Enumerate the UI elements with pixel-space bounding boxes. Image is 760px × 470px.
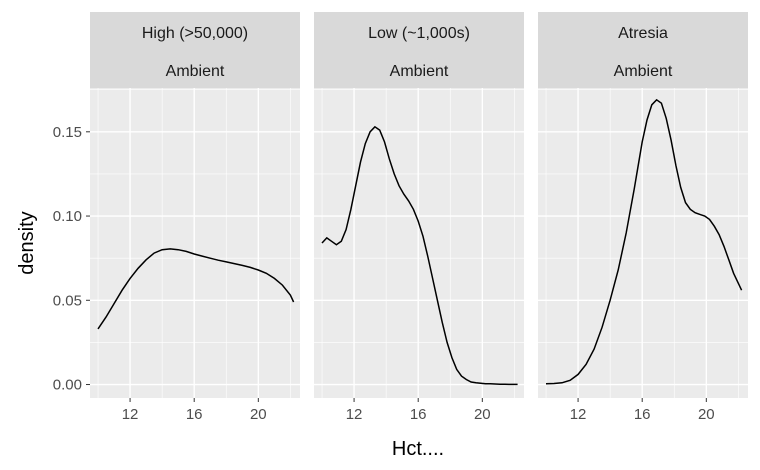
density-curve — [321, 125, 518, 386]
panel-background — [90, 88, 300, 398]
x-tick-label: 16 — [410, 406, 427, 423]
panel-background — [314, 88, 524, 398]
y-axis: 0.00 0.05 0.10 0.15 — [53, 124, 90, 394]
y-tick-label: 0.05 — [53, 292, 82, 309]
x-tick-label: 12 — [570, 406, 587, 423]
y-tick-label: 0.15 — [53, 124, 82, 141]
density-curve — [545, 98, 743, 385]
panel-background — [538, 88, 748, 398]
y-tick-label: 0.00 — [53, 377, 82, 394]
y-axis-title: density — [16, 211, 38, 274]
density-curve — [97, 248, 295, 330]
facet-strip-label-bottom: Ambient — [166, 63, 225, 80]
facet-strip — [90, 12, 300, 88]
facet-strip-label-bottom: Ambient — [614, 63, 673, 80]
facet-strip-label-top: Low (~1,000s) — [368, 25, 470, 42]
x-axis-title: Hct.... — [392, 438, 444, 460]
x-tick-label: 20 — [698, 406, 715, 423]
x-tick-label: 16 — [186, 406, 203, 423]
facet-panel-3: Atresia Ambient 12 16 20 — [538, 12, 748, 423]
x-tick-label: 16 — [634, 406, 651, 423]
x-tick-label: 20 — [250, 406, 267, 423]
y-tick-label: 0.10 — [53, 208, 82, 225]
x-tick-label: 12 — [346, 406, 363, 423]
facet-strip-label-top: High (>50,000) — [142, 25, 248, 42]
facet-strip — [314, 12, 524, 88]
facet-strip-label-top: Atresia — [618, 25, 668, 42]
facet-strip — [538, 12, 748, 88]
facet-panel-2: Low (~1,000s) Ambient 12 16 20 — [314, 12, 524, 423]
facet-panel-1: High (>50,000) Ambient 12 16 20 — [90, 12, 300, 423]
x-tick-label: 12 — [122, 406, 139, 423]
facet-strip-label-bottom: Ambient — [390, 63, 449, 80]
x-tick-label: 20 — [474, 406, 491, 423]
